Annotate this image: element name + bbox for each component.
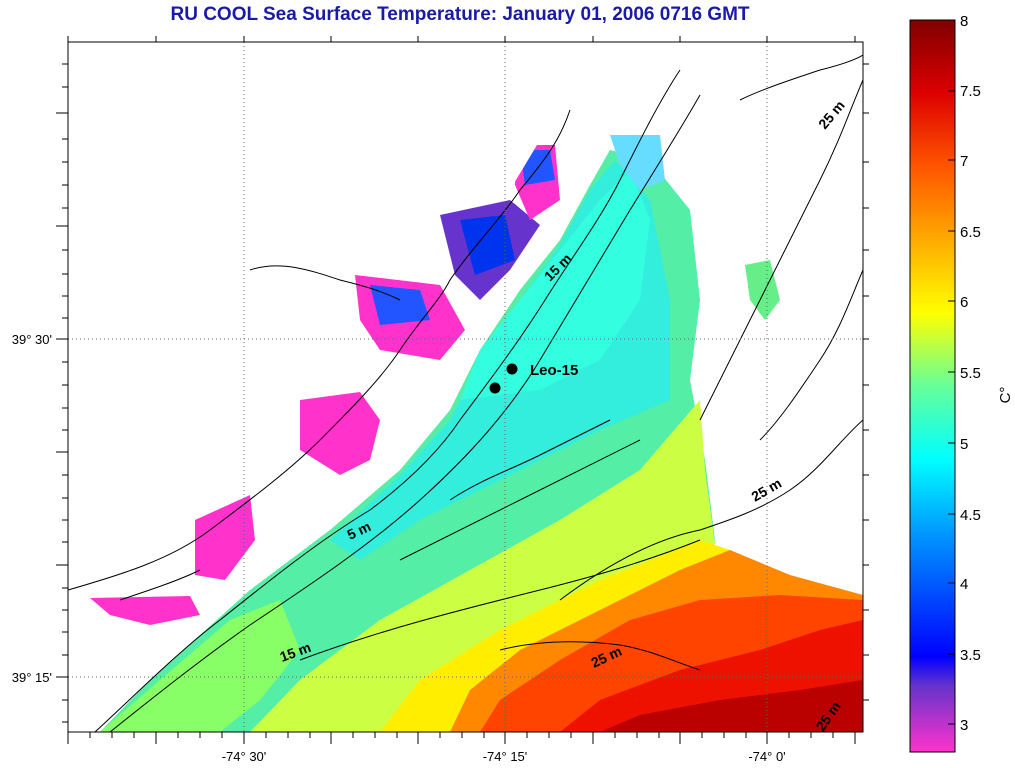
colorbar-tick-label: 6.5 xyxy=(960,224,981,241)
map-frame xyxy=(67,41,864,733)
frame-ticks xyxy=(56,36,869,744)
map-title: RU COOL Sea Surface Temperature: January… xyxy=(170,4,750,25)
sst-layer xyxy=(90,135,863,732)
colorbar-tick-label: 4 xyxy=(960,576,968,593)
contour-label: 25 m xyxy=(815,97,848,132)
colorbar-tick-label: 6 xyxy=(960,294,968,311)
contour-label: 25 m xyxy=(749,475,785,505)
grid xyxy=(68,42,863,732)
colorbar-gradient xyxy=(909,19,956,753)
x-tick-label: -74° 30' xyxy=(222,749,267,764)
colorbar-tick-label: 5 xyxy=(960,436,968,453)
y-tick-label: 39° 15' xyxy=(12,670,52,685)
colorbar-tick-label: 7 xyxy=(960,153,968,170)
colorbar-tick-label: 7.5 xyxy=(960,83,981,100)
station-label: Leo-15 xyxy=(530,362,578,379)
y-tick-label: 39° 30' xyxy=(12,332,52,347)
colorbar-unit: C° xyxy=(997,387,1014,404)
bathymetry-contours xyxy=(68,54,863,732)
colorbar-tick-label: 8 xyxy=(960,13,968,30)
station-marker[interactable] xyxy=(489,382,501,394)
colorbar-tick-label: 5.5 xyxy=(960,365,981,382)
x-tick-label: -74° 0' xyxy=(748,749,785,764)
colorbar-tick-label: 4.5 xyxy=(960,507,981,524)
colorbar: 8 7.5 7 6.5 6 5.5 5 4.5 4 3.5 3 C° xyxy=(909,13,1014,753)
colorbar-tick-label: 3 xyxy=(960,717,968,734)
station-marker[interactable] xyxy=(506,363,518,375)
land-layer xyxy=(68,42,560,575)
x-tick-label: -74° 15' xyxy=(483,749,528,764)
colorbar-tick-label: 3.5 xyxy=(960,647,981,664)
